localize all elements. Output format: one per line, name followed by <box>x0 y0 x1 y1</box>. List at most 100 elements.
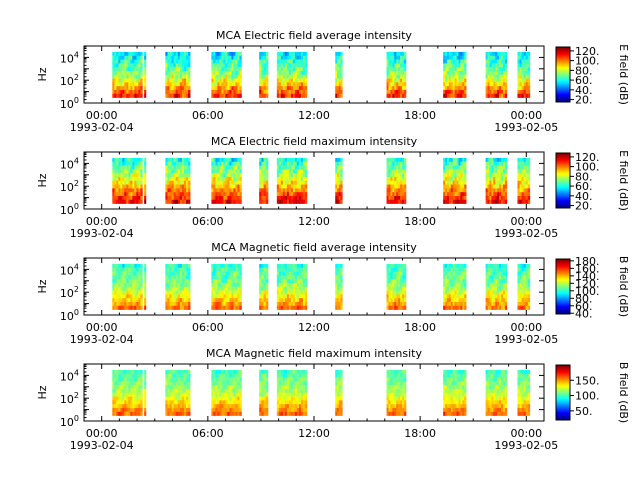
spectrogram-cell <box>217 157 220 163</box>
spectrogram-cell <box>231 400 234 405</box>
spectrogram-cell <box>499 59 502 64</box>
spectrogram-cell <box>386 286 389 291</box>
spectrogram-cell <box>263 93 267 98</box>
spectrogram-cell <box>229 396 232 401</box>
spectrogram-cell <box>173 407 176 413</box>
spectrogram-cell <box>124 377 127 382</box>
spectrogram-cell <box>138 195 141 201</box>
spectrogram-cell <box>443 279 446 284</box>
spectrogram-cell <box>452 161 455 166</box>
spectrogram-cell <box>265 169 269 174</box>
spectrogram-cell <box>290 263 294 269</box>
spectrogram-cell <box>219 89 222 95</box>
spectrogram-cell <box>493 173 496 178</box>
spectrogram-cell <box>499 67 502 72</box>
spectrogram-cell <box>292 184 296 189</box>
spectrogram-cell <box>300 169 304 174</box>
spectrogram-cell <box>233 74 236 79</box>
spectrogram-cell <box>223 271 226 276</box>
spectrogram-cell <box>112 55 115 60</box>
spectrogram-cell <box>388 267 391 272</box>
spectrogram-cell <box>394 263 397 269</box>
spectrogram-cell <box>278 290 282 295</box>
spectrogram-cell <box>177 70 181 76</box>
spectrogram-cell <box>298 176 302 182</box>
spectrogram-cell <box>213 271 216 276</box>
spectrogram-cell <box>523 51 527 57</box>
spectrogram-cell <box>112 388 115 394</box>
spectrogram-cell <box>294 298 298 303</box>
spectrogram-cell <box>487 169 490 174</box>
spectrogram-cell <box>140 63 143 68</box>
spectrogram-cell <box>338 263 341 269</box>
spectrogram-cell <box>386 199 389 204</box>
spectrogram-cell <box>177 385 181 390</box>
spectrogram-cell <box>239 184 242 189</box>
spectrogram-cell <box>446 82 450 87</box>
spectrogram-cell <box>445 195 448 201</box>
spectrogram-cell <box>173 55 176 60</box>
spectrogram-cell <box>499 275 502 280</box>
spectrogram-cell <box>215 275 218 280</box>
spectrogram-cell <box>116 93 119 98</box>
spectrogram-cell <box>493 279 496 284</box>
colorbar-cell <box>556 56 570 58</box>
spectrogram-cell <box>290 267 294 272</box>
colorbar-cell <box>556 80 570 82</box>
spectrogram-cell <box>231 388 234 394</box>
spectrogram-cell <box>302 55 306 60</box>
spectrogram-cell <box>404 55 407 60</box>
spectrogram-cell <box>261 59 264 64</box>
spectrogram-cell <box>165 74 168 79</box>
spectrogram-cell <box>280 305 284 310</box>
spectrogram-cell <box>223 267 226 272</box>
spectrogram-cell <box>130 67 133 72</box>
spectrogram-cell <box>171 388 174 394</box>
spectrogram-cell <box>462 263 465 269</box>
spectrogram-cell <box>169 294 172 299</box>
spectrogram-cell <box>188 161 191 166</box>
spectrogram-cell <box>116 301 119 307</box>
spectrogram-cell <box>495 161 498 166</box>
spectrogram-cell <box>390 78 393 83</box>
spectrogram-cell <box>448 67 452 72</box>
spectrogram-cell <box>340 51 343 57</box>
spectrogram-cell <box>392 59 395 64</box>
spectrogram-cell <box>229 298 232 303</box>
spectrogram-cell <box>227 392 230 397</box>
spectrogram-block <box>211 51 242 98</box>
spectrogram-cell <box>396 78 399 83</box>
spectrogram-cell <box>292 86 296 91</box>
spectrogram-cell <box>263 385 267 390</box>
spectrogram-cell <box>390 169 393 174</box>
spectrogram-cell <box>392 78 395 83</box>
spectrogram-cell <box>237 388 240 394</box>
spectrogram-cell <box>292 267 296 272</box>
spectrogram-cell <box>298 67 302 72</box>
spectrogram-cell <box>489 161 492 166</box>
spectrogram-cell <box>386 192 389 197</box>
spectrogram-cell <box>502 157 506 163</box>
spectrogram-cell <box>443 161 446 166</box>
spectrogram-cell <box>124 388 127 394</box>
spectrogram-cell <box>460 267 463 272</box>
spectrogram-cell <box>448 165 452 170</box>
spectrogram-cell <box>493 267 496 272</box>
spectrogram-cell <box>213 377 216 382</box>
spectrogram-cell <box>169 82 172 87</box>
spectrogram-cell <box>446 51 450 57</box>
spectrogram-cell <box>454 93 457 98</box>
spectrogram-cell <box>114 407 117 413</box>
spectrogram-cell <box>181 396 185 401</box>
spectrogram-cell <box>215 184 218 189</box>
spectrogram-cell <box>259 294 262 299</box>
spectrogram-cell <box>171 381 174 386</box>
spectrogram-cell <box>221 192 224 197</box>
colorbar-cell <box>556 292 570 294</box>
spectrogram-cell <box>487 176 490 182</box>
spectrogram-cell <box>213 305 216 310</box>
spectrogram-cell <box>263 392 267 397</box>
colorbar-cell <box>556 294 570 297</box>
spectrogram-cell <box>217 51 220 57</box>
spectrogram-cell <box>227 400 230 405</box>
